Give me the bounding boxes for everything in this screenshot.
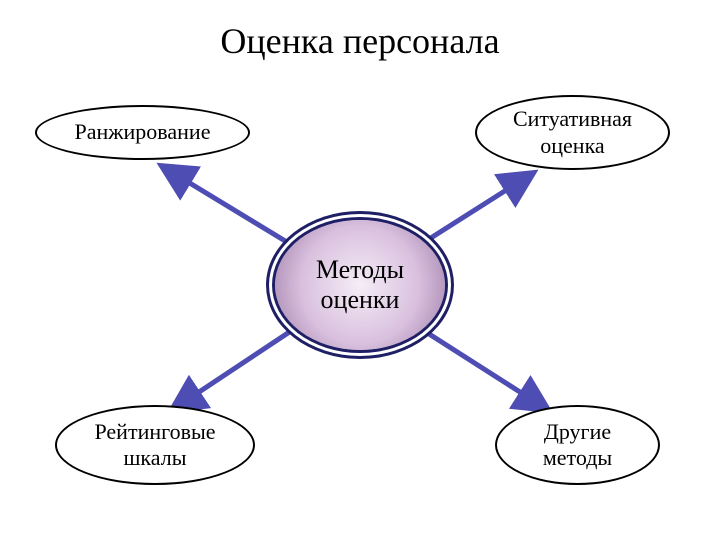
node-label: Ранжирование bbox=[75, 119, 211, 145]
page-title: Оценка персонала bbox=[0, 20, 720, 62]
node-top-left: Ранжирование bbox=[35, 105, 250, 160]
center-label: Методы оценки bbox=[316, 255, 404, 315]
node-label: Ситуативная оценка bbox=[513, 106, 632, 159]
center-node: Методы оценки bbox=[275, 220, 445, 350]
node-bottom-right: Другие методы bbox=[495, 405, 660, 485]
node-label: Рейтинговые шкалы bbox=[94, 419, 215, 472]
node-bottom-left: Рейтинговые шкалы bbox=[55, 405, 255, 485]
node-top-right: Ситуативная оценка bbox=[475, 95, 670, 170]
node-label: Другие методы bbox=[543, 419, 612, 472]
